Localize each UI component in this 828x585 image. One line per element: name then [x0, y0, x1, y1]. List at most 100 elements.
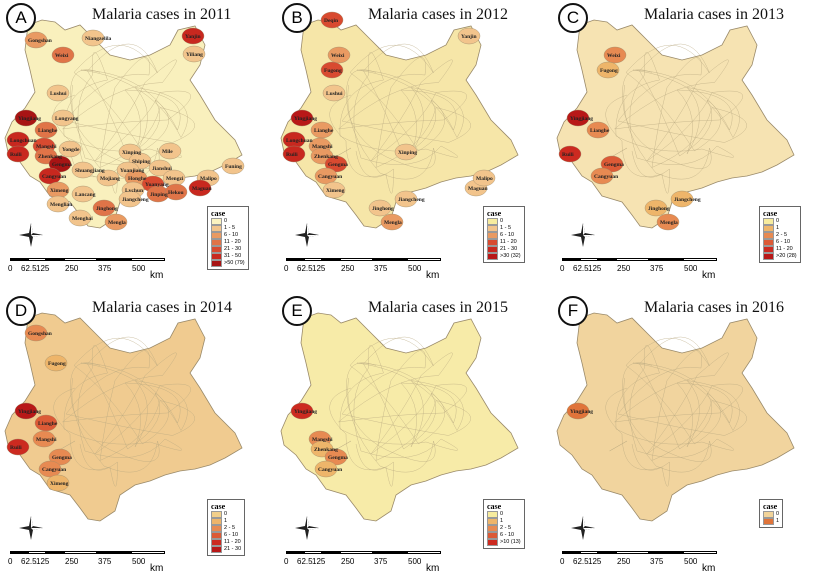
place-label: Shuangjiang [75, 168, 105, 174]
county-region [566, 109, 590, 127]
scale-label: 0 [560, 557, 565, 566]
place-label: Yanjin [461, 34, 477, 40]
legend-swatch [211, 518, 222, 525]
place-label: Ruili [10, 445, 22, 451]
place-label: Jiangcheng [674, 197, 701, 203]
place-label: Yingjiang [18, 116, 41, 122]
legend-swatch [487, 225, 498, 232]
scale-label: 375 [374, 557, 388, 566]
place-label: Longchuan [10, 138, 37, 144]
panel-letter: E [282, 296, 312, 326]
legend-item: 1 - 5 [487, 225, 521, 232]
place-label: Zhenkang [38, 154, 62, 160]
legend-item: 0 [487, 218, 521, 225]
county-region [14, 402, 38, 420]
place-label: Jinghong [372, 206, 394, 212]
place-label: Lushui [50, 91, 67, 97]
legend-swatch [211, 239, 222, 246]
legend-swatch [211, 511, 222, 518]
place-label: Yanjin [185, 34, 201, 40]
legend-item: 1 [211, 518, 241, 525]
province-outline [556, 312, 795, 522]
panel-letter: F [558, 296, 588, 326]
county-region [596, 61, 620, 79]
place-label: Fugong [48, 361, 66, 367]
legend-label: 6 - 10 [224, 232, 239, 238]
place-label: Jiangcheng [398, 197, 425, 203]
county-region [71, 185, 95, 203]
scale-label: 0 [560, 264, 565, 273]
county-region [586, 121, 610, 139]
place-label: Longyang [55, 116, 79, 122]
place-label: Mangshi [36, 144, 57, 150]
scale-label: 250 [617, 264, 631, 273]
scale-label: 375 [650, 557, 664, 566]
legend-label: 2 - 5 [776, 232, 788, 238]
place-label: Cangyuan [318, 174, 342, 180]
place-label: Weixi [607, 53, 621, 59]
legend-item: 21 - 30 [487, 246, 521, 253]
legend-label: >30 (32) [500, 253, 521, 259]
province-map: Yingjiang [556, 312, 795, 522]
legend-swatch [211, 246, 222, 253]
place-label: Funing [225, 164, 242, 170]
place-label: Jiangcheng [122, 197, 149, 203]
scale-unit: km [702, 270, 716, 281]
legend-item: 6 - 10 [211, 532, 241, 539]
place-label: Cangyuan [42, 174, 66, 180]
legend-item: 1 [487, 518, 521, 525]
legend-swatch [487, 511, 498, 518]
legend-label: 1 [776, 225, 780, 231]
place-label: Ximeng [50, 481, 69, 487]
legend-swatch [211, 232, 222, 239]
legend-item: >30 (32) [487, 253, 521, 260]
place-label: Honghe [128, 176, 147, 182]
place-label: Mojiang [100, 176, 120, 182]
place-label: Jinping [150, 192, 168, 198]
scale-label: 0 [284, 557, 289, 566]
place-label: Lancang [75, 192, 96, 198]
map-panel-e: Yingjiang Mangshi Zhenkang Gengma Cangyuan E… [276, 293, 552, 585]
legend-label: 11 - 20 [776, 246, 793, 252]
place-label: Menghai [72, 216, 93, 222]
compass-icon [295, 223, 319, 247]
legend-swatch [763, 518, 774, 525]
panel-title: Malaria cases in 2013 [644, 6, 784, 23]
legend-title: case [763, 209, 778, 218]
county-region [51, 109, 75, 127]
county-region [394, 143, 418, 161]
legend-title: case [211, 502, 226, 511]
legend-label: >10 (13) [500, 539, 521, 545]
legend-label: 11 - 20 [224, 539, 241, 545]
place-label: Ximeng [326, 188, 345, 194]
place-label: Yingjiang [18, 409, 41, 415]
place-label: Fugong [324, 68, 342, 74]
legend-label: 6 - 10 [224, 532, 239, 538]
legend-swatch [487, 525, 498, 532]
legend-item: 6 - 10 [487, 532, 521, 539]
compass-icon [19, 223, 43, 247]
place-label: Fugong [600, 68, 618, 74]
province-map: Deqin Weixi Fugong Lushui Yanjin Yingjiang Lia… [280, 11, 519, 231]
legend-swatch [487, 232, 498, 239]
county-region [96, 169, 120, 187]
legend-swatch [763, 511, 774, 518]
place-label: Lushui [326, 91, 343, 97]
county-region [314, 460, 338, 478]
county-region [182, 45, 206, 63]
scale-label: 0 [8, 264, 13, 273]
map-panel-f: Yingjiang F Malaria cases in 2016 case 0… [552, 293, 828, 585]
county-region [566, 402, 590, 420]
legend-label: 11 - 20 [224, 239, 241, 245]
scale-label: 500 [408, 264, 422, 273]
place-label: Yingjiang [570, 409, 593, 415]
legend-item: 1 [763, 225, 797, 232]
scale-label: 375 [98, 264, 112, 273]
legend-item: 1 [763, 518, 779, 525]
panel-title: Malaria cases in 2012 [368, 6, 508, 23]
compass-icon [571, 516, 595, 540]
county-region [58, 140, 82, 158]
county-region [6, 145, 30, 163]
